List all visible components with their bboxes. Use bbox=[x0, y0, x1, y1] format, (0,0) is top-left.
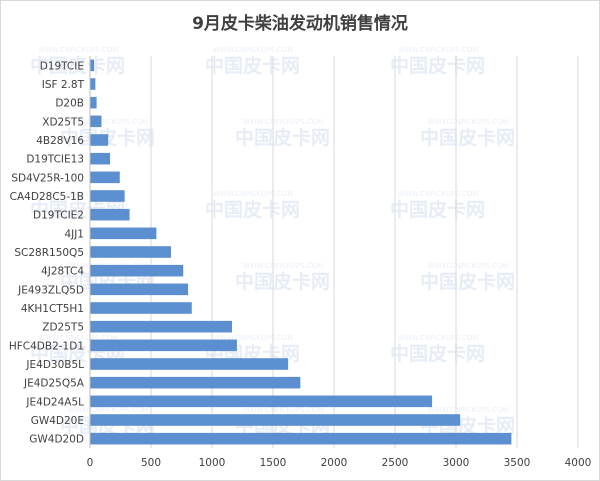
category-label: D19TCIE2 bbox=[33, 210, 84, 222]
category-label: 4JJ1 bbox=[64, 228, 84, 240]
watermark-url: WWW.CNPICKUPS.COM bbox=[213, 334, 293, 342]
x-tick-label: 3500 bbox=[504, 457, 531, 469]
category-label: ISF 2.8T bbox=[42, 79, 85, 91]
x-tick-label: 4000 bbox=[565, 457, 592, 469]
x-tick-label: 2000 bbox=[321, 457, 348, 469]
category-label: ZD25T5 bbox=[42, 322, 84, 334]
watermark-url: WWW.CNPICKUPS.COM bbox=[243, 118, 323, 126]
x-tick-label: 1500 bbox=[260, 457, 287, 469]
watermark-url: WWW.CNPICKUPS.COM bbox=[38, 46, 118, 54]
watermark-text: 中国皮卡网 bbox=[235, 270, 330, 293]
category-label: D20B bbox=[55, 98, 84, 110]
bar bbox=[90, 134, 109, 146]
bar bbox=[90, 59, 95, 72]
watermark-url: WWW.CNPICKUPS.COM bbox=[398, 46, 478, 54]
category-label: D19TCIE bbox=[40, 60, 84, 72]
watermark-text: 中国皮卡网 bbox=[420, 126, 515, 149]
bar bbox=[90, 190, 125, 202]
category-label: CA4D28C5-1B bbox=[10, 191, 84, 203]
x-tick-label: 2500 bbox=[382, 457, 409, 469]
category-label: JE493ZLQ5D bbox=[17, 284, 84, 296]
category-label: GW4D20E bbox=[31, 415, 84, 427]
watermark-url: WWW.CNPICKUPS.COM bbox=[38, 190, 118, 198]
bar bbox=[90, 96, 97, 109]
category-label: 4J28TC4 bbox=[41, 266, 84, 278]
bar bbox=[90, 227, 157, 240]
watermark-text: 中国皮卡网 bbox=[390, 54, 485, 77]
watermark-url: WWW.CNPICKUPS.COM bbox=[428, 406, 508, 414]
category-label: SD4V25R-100 bbox=[11, 172, 84, 184]
watermark-text: 中国皮卡网 bbox=[420, 270, 515, 293]
watermark-url: WWW.CNPICKUPS.COM bbox=[398, 334, 478, 342]
bar bbox=[90, 320, 233, 333]
x-tick-label: 0 bbox=[87, 457, 94, 469]
bar bbox=[90, 414, 461, 426]
bar bbox=[90, 115, 102, 128]
category-label: D19TCIE13 bbox=[26, 154, 84, 166]
x-tick-label: 1000 bbox=[199, 457, 226, 469]
bar bbox=[90, 395, 433, 408]
category-label: XD25T5 bbox=[42, 116, 84, 128]
watermark-text: 中国皮卡网 bbox=[30, 54, 125, 77]
bar bbox=[90, 264, 184, 277]
watermark-text: 中国皮卡网 bbox=[205, 198, 300, 221]
watermark-url: WWW.CNPICKUPS.COM bbox=[428, 262, 508, 270]
category-label: JE4D24A5L bbox=[25, 396, 84, 408]
bar-layer bbox=[90, 59, 512, 445]
watermark-url: WWW.CNPICKUPS.COM bbox=[68, 406, 148, 414]
bar bbox=[90, 339, 237, 352]
category-label: SC28R150Q5 bbox=[14, 247, 84, 259]
bar bbox=[90, 171, 120, 184]
watermark-url: WWW.CNPICKUPS.COM bbox=[38, 334, 118, 342]
bar bbox=[90, 246, 172, 258]
bar bbox=[90, 152, 111, 165]
watermark-url: WWW.CNPICKUPS.COM bbox=[68, 118, 148, 126]
watermark-url: WWW.CNPICKUPS.COM bbox=[243, 406, 323, 414]
bar bbox=[90, 208, 130, 221]
chart-title: 9月皮卡柴油发动机销售情况 bbox=[192, 14, 408, 34]
watermark-url: WWW.CNPICKUPS.COM bbox=[398, 190, 478, 198]
category-label: JE4D25Q5A bbox=[23, 378, 85, 390]
watermark-url: WWW.CNPICKUPS.COM bbox=[213, 190, 293, 198]
watermark-url: WWW.CNPICKUPS.COM bbox=[428, 118, 508, 126]
watermark-url: WWW.CNPICKUPS.COM bbox=[213, 46, 293, 54]
bar bbox=[90, 283, 189, 296]
bar bbox=[90, 78, 96, 90]
category-label: 4KH1CT5H1 bbox=[21, 303, 84, 315]
watermark-text: 中国皮卡网 bbox=[390, 342, 485, 365]
bar bbox=[90, 376, 301, 389]
category-label: GW4D20D bbox=[29, 434, 84, 446]
x-tick-label: 500 bbox=[141, 457, 161, 469]
category-label-layer: D19TCIE ISF 2.8T D20B XD25T5 4B28V16 D19TCIE1… bbox=[9, 60, 85, 445]
bar bbox=[90, 432, 512, 445]
x-tick-label: 3000 bbox=[443, 457, 470, 469]
category-label: JE4D30B5L bbox=[25, 359, 84, 371]
bar bbox=[90, 358, 289, 370]
watermark-text: 中国皮卡网 bbox=[205, 54, 300, 77]
category-label: HFC4DB2-1D1 bbox=[9, 340, 84, 352]
bar bbox=[90, 302, 192, 314]
watermark-text: 中国皮卡网 bbox=[235, 126, 330, 149]
tick-label-layer: 0 500 1000 1500 2000 2500 3000 3500 4000 bbox=[87, 457, 592, 469]
watermark-url: WWW.CNPICKUPS.COM bbox=[243, 262, 323, 270]
category-label: 4B28V16 bbox=[36, 135, 84, 147]
watermark-text: 中国皮卡网 bbox=[390, 198, 485, 221]
